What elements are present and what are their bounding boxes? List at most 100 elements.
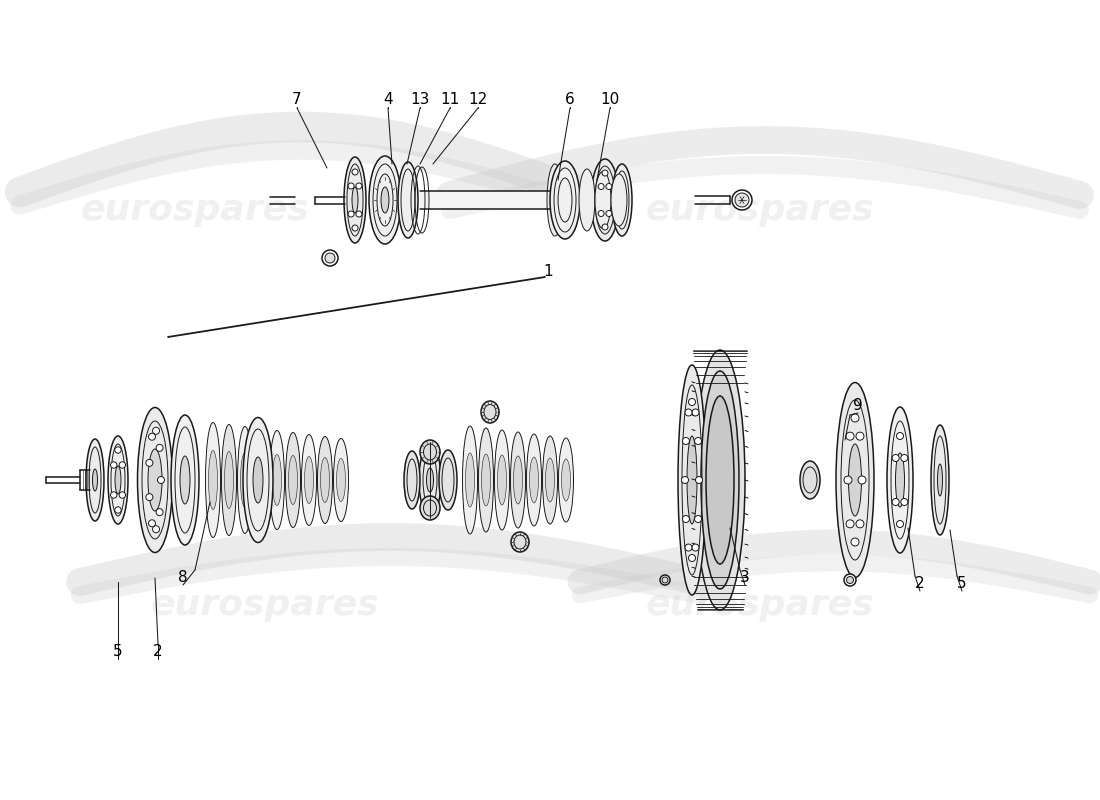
Ellipse shape (108, 436, 128, 524)
Ellipse shape (706, 396, 734, 564)
Ellipse shape (497, 455, 506, 505)
Text: 5: 5 (957, 577, 967, 591)
Ellipse shape (612, 164, 632, 236)
Circle shape (352, 225, 358, 231)
Circle shape (157, 477, 165, 483)
Ellipse shape (381, 187, 389, 213)
Circle shape (682, 438, 690, 445)
Ellipse shape (510, 432, 526, 528)
Ellipse shape (439, 450, 456, 510)
Ellipse shape (320, 458, 330, 502)
Ellipse shape (563, 166, 579, 234)
Circle shape (856, 520, 864, 528)
Text: 13: 13 (410, 93, 430, 107)
Circle shape (146, 494, 153, 501)
Text: eurospares: eurospares (151, 588, 380, 622)
Circle shape (356, 211, 362, 217)
Ellipse shape (419, 444, 441, 516)
Ellipse shape (542, 436, 558, 524)
Circle shape (602, 224, 608, 230)
Circle shape (110, 462, 117, 468)
Circle shape (735, 193, 749, 207)
Circle shape (146, 459, 153, 466)
Ellipse shape (148, 449, 162, 511)
Circle shape (901, 498, 908, 506)
Ellipse shape (224, 451, 233, 509)
Text: 7: 7 (293, 93, 301, 107)
Ellipse shape (352, 187, 358, 213)
Circle shape (606, 183, 612, 190)
Ellipse shape (481, 401, 499, 423)
Ellipse shape (550, 161, 580, 239)
Circle shape (851, 414, 859, 422)
Ellipse shape (465, 453, 474, 507)
Circle shape (685, 544, 692, 551)
Ellipse shape (286, 433, 300, 527)
Text: 8: 8 (178, 570, 188, 586)
Ellipse shape (527, 434, 541, 526)
Ellipse shape (238, 426, 253, 534)
Ellipse shape (546, 458, 554, 502)
Circle shape (694, 438, 702, 445)
Ellipse shape (547, 164, 563, 236)
Ellipse shape (180, 456, 190, 504)
Circle shape (148, 433, 155, 440)
Ellipse shape (221, 425, 236, 535)
Circle shape (695, 477, 703, 483)
Ellipse shape (92, 469, 98, 491)
Circle shape (892, 498, 899, 506)
Ellipse shape (561, 459, 571, 501)
Ellipse shape (253, 429, 268, 531)
Ellipse shape (462, 426, 477, 534)
Ellipse shape (170, 415, 199, 545)
Ellipse shape (695, 350, 745, 610)
Ellipse shape (600, 185, 610, 215)
Ellipse shape (344, 157, 366, 243)
Ellipse shape (529, 457, 539, 503)
Circle shape (119, 492, 125, 498)
Circle shape (732, 190, 752, 210)
Ellipse shape (420, 496, 440, 520)
Ellipse shape (138, 407, 173, 553)
Ellipse shape (256, 454, 265, 506)
Ellipse shape (206, 422, 220, 538)
Ellipse shape (848, 444, 861, 516)
Ellipse shape (495, 430, 509, 530)
Ellipse shape (514, 456, 522, 504)
Circle shape (851, 538, 859, 546)
Circle shape (892, 454, 899, 462)
Circle shape (598, 210, 604, 217)
Ellipse shape (931, 425, 949, 535)
Ellipse shape (288, 455, 297, 505)
Ellipse shape (368, 156, 402, 244)
Ellipse shape (887, 407, 913, 553)
Text: 12: 12 (469, 93, 487, 107)
Circle shape (662, 577, 668, 583)
Circle shape (844, 476, 852, 484)
Ellipse shape (836, 382, 874, 578)
Ellipse shape (610, 174, 627, 226)
Ellipse shape (427, 468, 433, 492)
Circle shape (846, 432, 854, 440)
Circle shape (153, 427, 159, 434)
Circle shape (348, 211, 354, 217)
Circle shape (352, 169, 358, 175)
Ellipse shape (688, 436, 697, 524)
Ellipse shape (701, 371, 739, 589)
Circle shape (148, 520, 155, 527)
Circle shape (682, 477, 689, 483)
Text: eurospares: eurospares (646, 193, 874, 227)
Text: 10: 10 (601, 93, 619, 107)
Ellipse shape (273, 454, 282, 506)
Circle shape (606, 210, 612, 217)
Ellipse shape (591, 159, 619, 241)
Text: 1: 1 (543, 265, 553, 279)
Ellipse shape (559, 438, 573, 522)
Circle shape (110, 492, 117, 498)
Circle shape (901, 454, 908, 462)
Ellipse shape (482, 454, 491, 506)
Circle shape (598, 183, 604, 190)
Circle shape (685, 409, 692, 416)
Ellipse shape (305, 457, 314, 503)
Text: eurospares: eurospares (80, 193, 309, 227)
